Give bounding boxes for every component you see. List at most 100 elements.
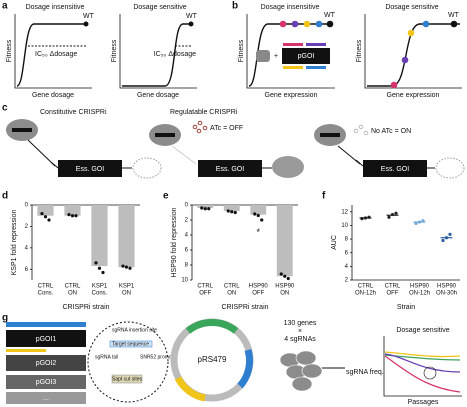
wt-dot <box>188 21 194 27</box>
bar <box>37 205 54 216</box>
bar <box>118 205 135 268</box>
point <box>283 274 287 278</box>
highlight <box>423 366 437 380</box>
wt-label: WT <box>448 12 460 19</box>
curve <box>122 23 193 87</box>
plasmid <box>6 392 86 404</box>
point <box>207 207 211 211</box>
line <box>384 351 461 358</box>
label: sgRNA insertion site <box>112 327 157 333</box>
cell <box>256 50 270 62</box>
label: ATc = OFF <box>210 125 243 132</box>
x-tick-label: CTRL <box>197 284 213 290</box>
point <box>417 220 422 224</box>
y-tick-label: 12 <box>341 209 348 215</box>
x-tick-label: ON <box>122 291 131 297</box>
y-tick-label: 8 <box>345 237 349 243</box>
y-tick-label: 0 <box>25 203 29 209</box>
annotation: Dosage sensitive <box>396 327 449 334</box>
point <box>128 266 132 270</box>
panel-letter: f <box>322 191 326 202</box>
library: 4 sgRNAs <box>284 336 316 343</box>
y-tick-label: 4 <box>185 233 189 239</box>
y-label: Fitness <box>111 39 118 62</box>
x-tick-label: KSP1 <box>92 284 108 290</box>
y-tick-label: 4 <box>25 245 29 251</box>
point <box>421 219 425 223</box>
x-tick-label: ON <box>280 291 289 297</box>
plasmid <box>6 375 86 389</box>
x-tick-label: ON <box>227 291 236 297</box>
bar <box>250 205 267 215</box>
x-label: Gene dosage <box>137 92 179 99</box>
dot <box>407 29 415 37</box>
gene-box <box>363 160 427 177</box>
annotation: IC₅₀ Δdosage <box>35 51 77 58</box>
subtitle: Dosage sensitive <box>133 4 186 11</box>
y-tick-label: 4 <box>345 264 349 270</box>
target <box>109 340 153 348</box>
line <box>384 355 461 393</box>
outlier: * <box>256 227 260 237</box>
x-tick-label: OFF <box>252 291 264 297</box>
point <box>363 216 368 220</box>
point <box>74 214 78 218</box>
crispri <box>320 133 340 137</box>
point <box>367 215 371 219</box>
bar <box>306 66 326 69</box>
sapi <box>111 374 143 384</box>
bar <box>197 205 214 208</box>
x-tick-label: OFF <box>387 291 399 297</box>
y-tick-label: 8 <box>185 263 189 269</box>
y-tick-label: 6 <box>345 250 349 256</box>
repression <box>171 145 197 165</box>
x-tick-label: Cons. <box>38 291 54 297</box>
dot <box>401 56 409 64</box>
dead-cell <box>132 157 162 179</box>
x-tick-label: Cons. <box>92 291 108 297</box>
bar <box>283 43 303 46</box>
crispri <box>155 133 175 137</box>
panel-g: g pGOI1 pGOI2 pGOI3 ... sgRNA insertion … <box>2 313 462 406</box>
x-tick-label: ON-12h <box>355 291 376 297</box>
bar <box>64 205 81 216</box>
panel-letter: c <box>2 103 8 114</box>
y-label: sgRNA freq. <box>346 369 384 376</box>
cell <box>272 156 304 178</box>
wt-label: WT <box>324 12 336 19</box>
plasmid <box>6 330 86 347</box>
point <box>253 212 257 216</box>
repression <box>27 139 59 169</box>
curve <box>16 23 88 87</box>
panel-a: a Dosage insensitive Dosage sensitive Fi… <box>2 1 198 99</box>
plasmid <box>282 48 330 64</box>
library: × <box>298 328 302 335</box>
annotation: IC₅₀ Δdosage <box>154 51 196 58</box>
point <box>200 206 204 210</box>
x-tick-label: CTRL <box>38 284 54 290</box>
y-label: KSP1 fold repression <box>11 210 18 276</box>
panel-b: b Dosage insensitive Dosage sensitive Fi… <box>232 1 462 99</box>
y-tick-label: 2 <box>25 224 29 230</box>
axis <box>383 336 462 397</box>
x-tick-label: OFF <box>199 291 211 297</box>
axis <box>364 14 462 89</box>
plus: + <box>274 53 278 60</box>
x-label: Gene dosage <box>32 92 74 99</box>
label: Constitutive CRISPRi <box>40 109 107 116</box>
gene-box <box>198 160 262 177</box>
panel-letter: g <box>2 313 8 324</box>
gene-label: Ess. GOI <box>381 166 409 173</box>
y-tick-label: 10 <box>181 278 188 284</box>
point <box>226 209 230 213</box>
wt-label: WT <box>186 13 198 20</box>
line <box>384 353 461 373</box>
y-label: Fitness <box>238 39 245 62</box>
point <box>97 266 102 270</box>
cells <box>279 350 323 392</box>
label: Regulatable CRISPRi <box>170 109 238 116</box>
plasmid-label: pGOI2 <box>36 360 57 367</box>
dot <box>390 81 398 89</box>
segment <box>185 319 239 334</box>
